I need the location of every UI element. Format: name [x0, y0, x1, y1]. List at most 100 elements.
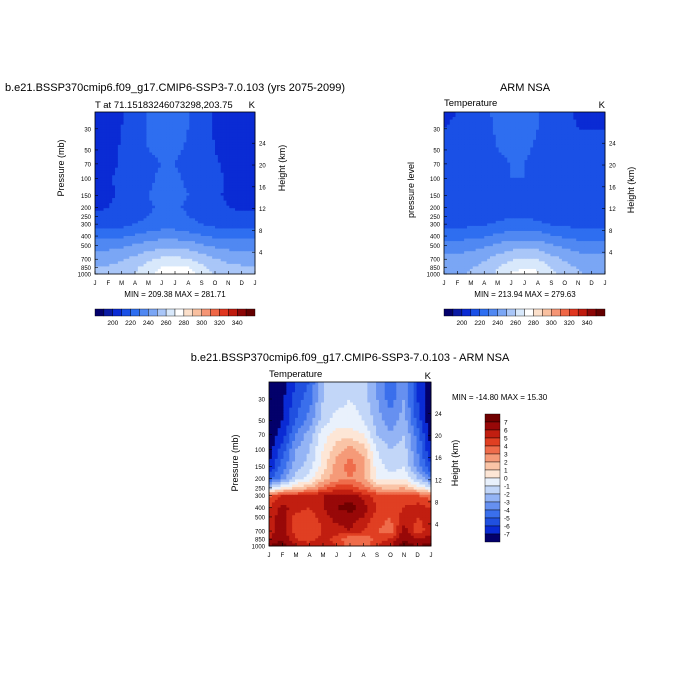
field-cell: [166, 112, 170, 115]
field-cell: [177, 225, 182, 229]
field-cell: [235, 256, 239, 260]
field-cell: [590, 132, 594, 136]
field-cell: [467, 152, 471, 156]
field-cell: [229, 210, 233, 214]
field-cell: [115, 124, 119, 128]
field-cell: [103, 119, 107, 123]
field-cell: [155, 165, 159, 169]
field-cell: [126, 187, 130, 191]
field-cell: [235, 157, 239, 161]
field-cell: [155, 205, 159, 209]
field-cell: [478, 117, 482, 120]
field-cell: [206, 203, 210, 207]
field-cell: [106, 114, 110, 118]
field-cell: [561, 162, 566, 166]
field-cell: [103, 177, 107, 181]
field-cell: [235, 228, 239, 232]
field-cell: [166, 149, 170, 153]
field-cell: [582, 149, 586, 153]
field-cell: [527, 167, 531, 171]
field-cell: [135, 137, 139, 141]
field-cell: [109, 180, 113, 184]
field-cell: [559, 142, 563, 146]
field-cell: [232, 157, 236, 161]
field-cell: [587, 124, 592, 128]
field-cell: [177, 223, 182, 227]
field-cell: [189, 243, 193, 247]
field-cell: [120, 117, 124, 120]
field-cell: [112, 149, 116, 153]
field-cell: [192, 220, 196, 224]
field-cell: [240, 127, 244, 131]
field-cell: [112, 152, 116, 156]
field-cell: [112, 114, 116, 118]
field-cell: [140, 203, 144, 207]
field-cell: [220, 180, 224, 184]
field-cell: [478, 157, 482, 161]
field-cell: [492, 160, 497, 164]
field-cell: [243, 177, 247, 181]
field-cell: [146, 236, 150, 239]
field-cell: [157, 119, 162, 123]
field-cell: [197, 223, 202, 227]
field-cell: [177, 122, 182, 126]
field-cell: [573, 160, 577, 164]
field-cell: [237, 157, 242, 161]
field-cell: [160, 134, 164, 138]
field-cell: [163, 266, 167, 270]
field-cell: [129, 220, 133, 224]
field-cell: [235, 147, 239, 151]
field-cell: [533, 129, 537, 133]
field-cell: [149, 268, 153, 272]
field-cell: [452, 137, 456, 141]
field-cell: [112, 129, 116, 133]
field-cell: [515, 144, 520, 148]
field-cell: [186, 114, 190, 118]
field-cell: [252, 261, 256, 265]
field-cell: [120, 187, 124, 191]
field-cell: [97, 167, 102, 171]
field-cell: [467, 167, 471, 171]
field-cell: [226, 195, 230, 199]
field-cell: [498, 160, 502, 164]
field-cell: [189, 177, 193, 181]
field-cell: [146, 155, 150, 158]
field-cell: [444, 167, 448, 171]
field-cell: [117, 157, 122, 161]
field-cell: [97, 134, 102, 138]
field-cell: [169, 132, 173, 136]
field-cell: [189, 127, 193, 131]
field-cell: [197, 266, 202, 270]
field-cell: [117, 160, 122, 164]
field-cell: [189, 114, 193, 118]
field-cell: [243, 142, 247, 146]
field-cell: [237, 127, 242, 131]
field-cell: [132, 215, 136, 219]
field-cell: [103, 180, 107, 184]
field-cell: [95, 268, 99, 272]
field-cell: [106, 258, 110, 262]
field-cell: [252, 139, 256, 143]
field-cell: [243, 223, 247, 227]
field-cell: [112, 162, 116, 166]
field-cell: [252, 225, 256, 229]
field-cell: [243, 193, 247, 196]
field-cell: [106, 132, 110, 136]
field-cell: [223, 180, 227, 184]
field-cell: [464, 117, 468, 120]
field-cell: [120, 268, 124, 272]
field-cell: [235, 180, 239, 184]
field-cell: [252, 147, 256, 151]
field-cell: [452, 119, 456, 123]
field-cell: [109, 251, 113, 255]
field-cell: [192, 215, 196, 219]
field-cell: [152, 258, 156, 262]
field-cell: [115, 122, 119, 126]
field-cell: [579, 127, 583, 131]
field-cell: [584, 144, 589, 148]
field-cell: [109, 160, 113, 164]
field-cell: [143, 248, 147, 252]
field-cell: [215, 180, 219, 184]
field-cell: [186, 213, 190, 217]
field-cell: [109, 223, 113, 227]
